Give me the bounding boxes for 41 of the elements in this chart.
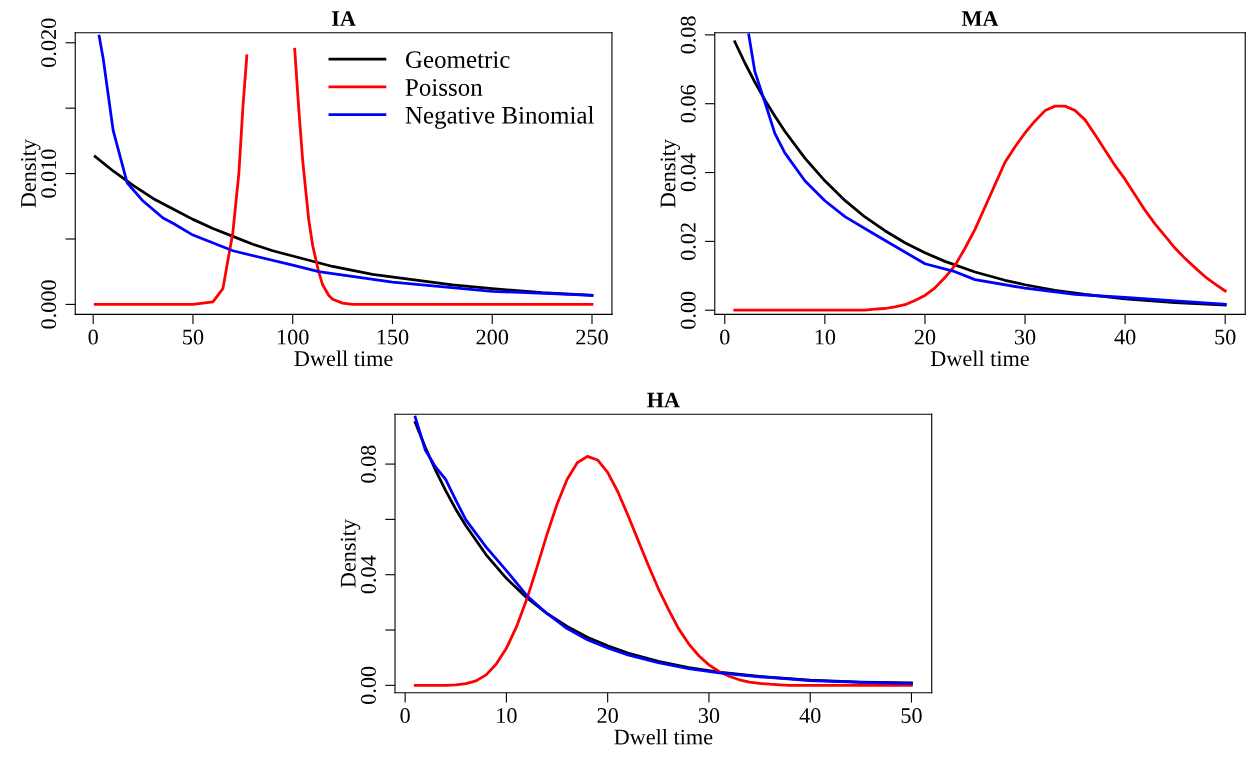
x-axis-title: Dwell time [294, 350, 393, 367]
x-tick-label: 0 [720, 329, 730, 345]
y-tick-label: 0.020 [41, 18, 57, 67]
x-tick-label: 100 [278, 329, 309, 345]
x-tick-label: 50 [183, 329, 204, 345]
legend-label: Geometric [405, 51, 510, 69]
x-tick-label: 250 [576, 329, 608, 345]
x-tick-label: 10 [497, 708, 517, 724]
x-tick-label: 200 [476, 329, 509, 345]
x-tick-label: 0 [88, 329, 98, 345]
x-tick-label: 20 [597, 708, 618, 724]
x-tick-label: 40 [1114, 329, 1136, 345]
x-tick-label: 40 [799, 708, 821, 724]
legend-label: Negative Binomial [405, 106, 594, 129]
y-axis-title: Density [660, 139, 681, 208]
x-tick-label: 50 [1215, 329, 1236, 345]
y-tick-label: 0.04 [680, 153, 696, 192]
chart-title: IA [332, 11, 356, 26]
y-tick-label: 0.06 [680, 84, 696, 123]
y-tick-label: 0.02 [680, 223, 696, 260]
x-tick-label: 10 [815, 329, 836, 345]
y-axis-title: Density [20, 139, 41, 208]
y-axis-title: Density [340, 519, 361, 588]
y-tick-label: 0.00 [680, 291, 696, 329]
x-tick-label: 20 [914, 329, 936, 345]
chart-title: HA [647, 392, 680, 408]
x-tick-label: 50 [901, 708, 922, 724]
y-tick-label: 0.08 [680, 16, 696, 54]
x-axis-title: Dwell time [930, 350, 1029, 367]
x-axis-title: Dwell time [614, 728, 713, 745]
y-tick-label: 0.010 [41, 149, 57, 198]
x-tick-label: 0 [400, 708, 410, 724]
y-tick-label: 0.04 [360, 555, 377, 594]
legend-label: Poisson [405, 79, 483, 96]
y-tick-label: 0.000 [41, 280, 57, 329]
x-tick-label: 30 [1014, 329, 1036, 345]
y-tick-label: 0.00 [360, 666, 377, 704]
x-tick-label: 30 [698, 708, 720, 724]
y-tick-label: 0.08 [360, 445, 377, 483]
x-tick-label: 150 [377, 329, 409, 345]
chart-title: MA [961, 11, 999, 26]
